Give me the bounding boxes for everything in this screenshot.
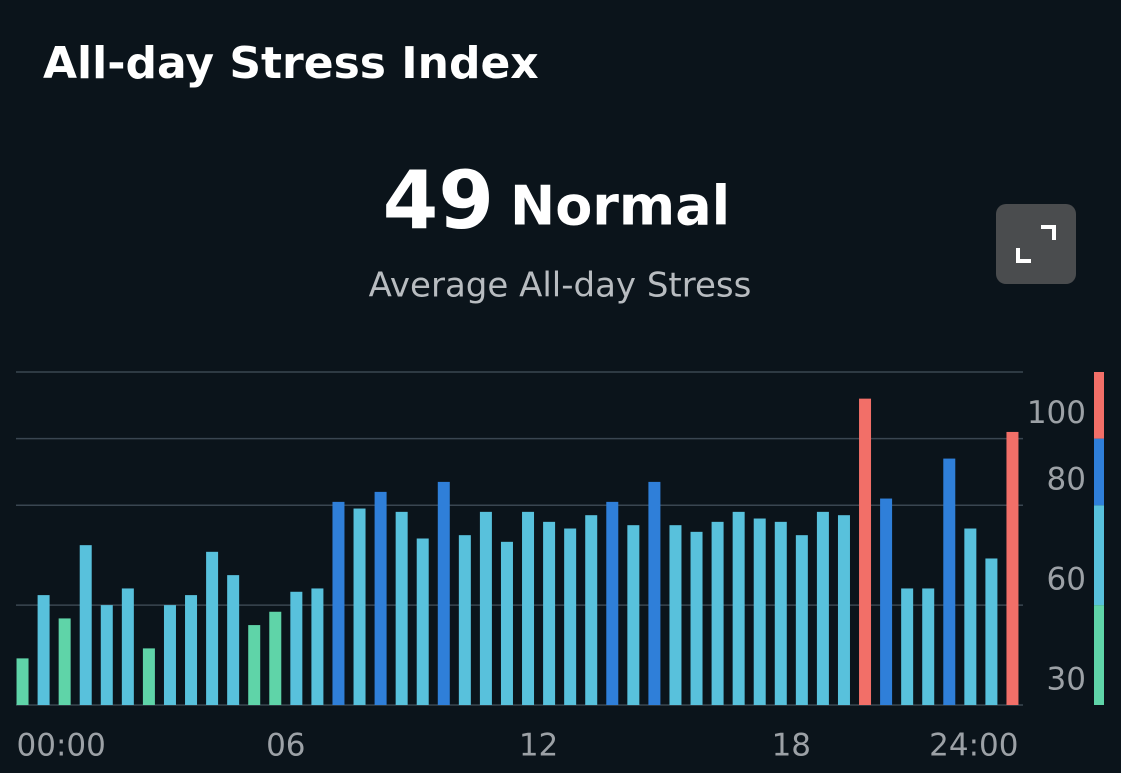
level-band [1094, 438, 1104, 506]
x-tick-label: 18 [772, 728, 811, 764]
bar [880, 498, 893, 705]
bar [353, 508, 366, 705]
level-band [1094, 505, 1104, 606]
bar [269, 611, 282, 705]
level-band [1094, 372, 1104, 439]
bar [732, 511, 745, 705]
bar [922, 588, 935, 705]
bar [332, 501, 345, 705]
bar [795, 535, 808, 705]
summary-label: Normal [510, 175, 730, 238]
bar [248, 625, 261, 705]
x-tick-label: 24:00 [929, 728, 1018, 764]
y-tick-label: 80 [1047, 462, 1086, 498]
bar [227, 575, 240, 705]
summary-value: 49 [383, 154, 494, 247]
bar [564, 528, 577, 705]
bar [121, 588, 134, 705]
bar [690, 531, 703, 705]
bar [163, 605, 176, 705]
bar [37, 595, 50, 705]
y-tick-label: 60 [1047, 562, 1086, 598]
y-tick-label: 30 [1047, 662, 1086, 698]
x-tick-label: 12 [519, 728, 558, 764]
bar [522, 511, 535, 705]
bar [669, 525, 682, 705]
bar [543, 521, 556, 705]
x-tick-label: 00:00 [17, 728, 106, 764]
bar [374, 491, 387, 705]
expand-button[interactable] [996, 204, 1076, 284]
level-band [1094, 605, 1104, 705]
bar [58, 618, 71, 705]
bar [774, 521, 787, 705]
bar [859, 398, 872, 705]
bar [206, 551, 219, 705]
bar [311, 588, 324, 705]
bar [1006, 431, 1019, 705]
card-title: All-day Stress Index [43, 38, 539, 89]
bar [837, 515, 850, 705]
bar [711, 521, 724, 705]
bar [753, 518, 766, 705]
bar [416, 538, 429, 705]
x-tick-label: 06 [266, 728, 305, 764]
subtitle: Average All-day Stress [369, 266, 752, 306]
bar [816, 511, 829, 705]
bar [964, 528, 977, 705]
bar [16, 658, 29, 705]
expand-icon[interactable] [1016, 225, 1056, 263]
bar [585, 515, 598, 705]
bar [142, 648, 155, 705]
bar [185, 595, 198, 705]
bar [500, 541, 513, 705]
bar [901, 588, 914, 705]
bar [606, 501, 619, 705]
bar [100, 605, 113, 705]
y-tick-label: 100 [1027, 395, 1086, 431]
expand-button-bg[interactable] [996, 204, 1076, 284]
bar [395, 511, 408, 705]
bar [648, 481, 661, 705]
bar [458, 535, 471, 705]
bar [437, 481, 450, 705]
bar [479, 511, 492, 705]
bar [943, 458, 956, 705]
bar [79, 545, 92, 705]
bar [627, 525, 640, 705]
bar [985, 558, 998, 705]
bar [290, 591, 303, 705]
